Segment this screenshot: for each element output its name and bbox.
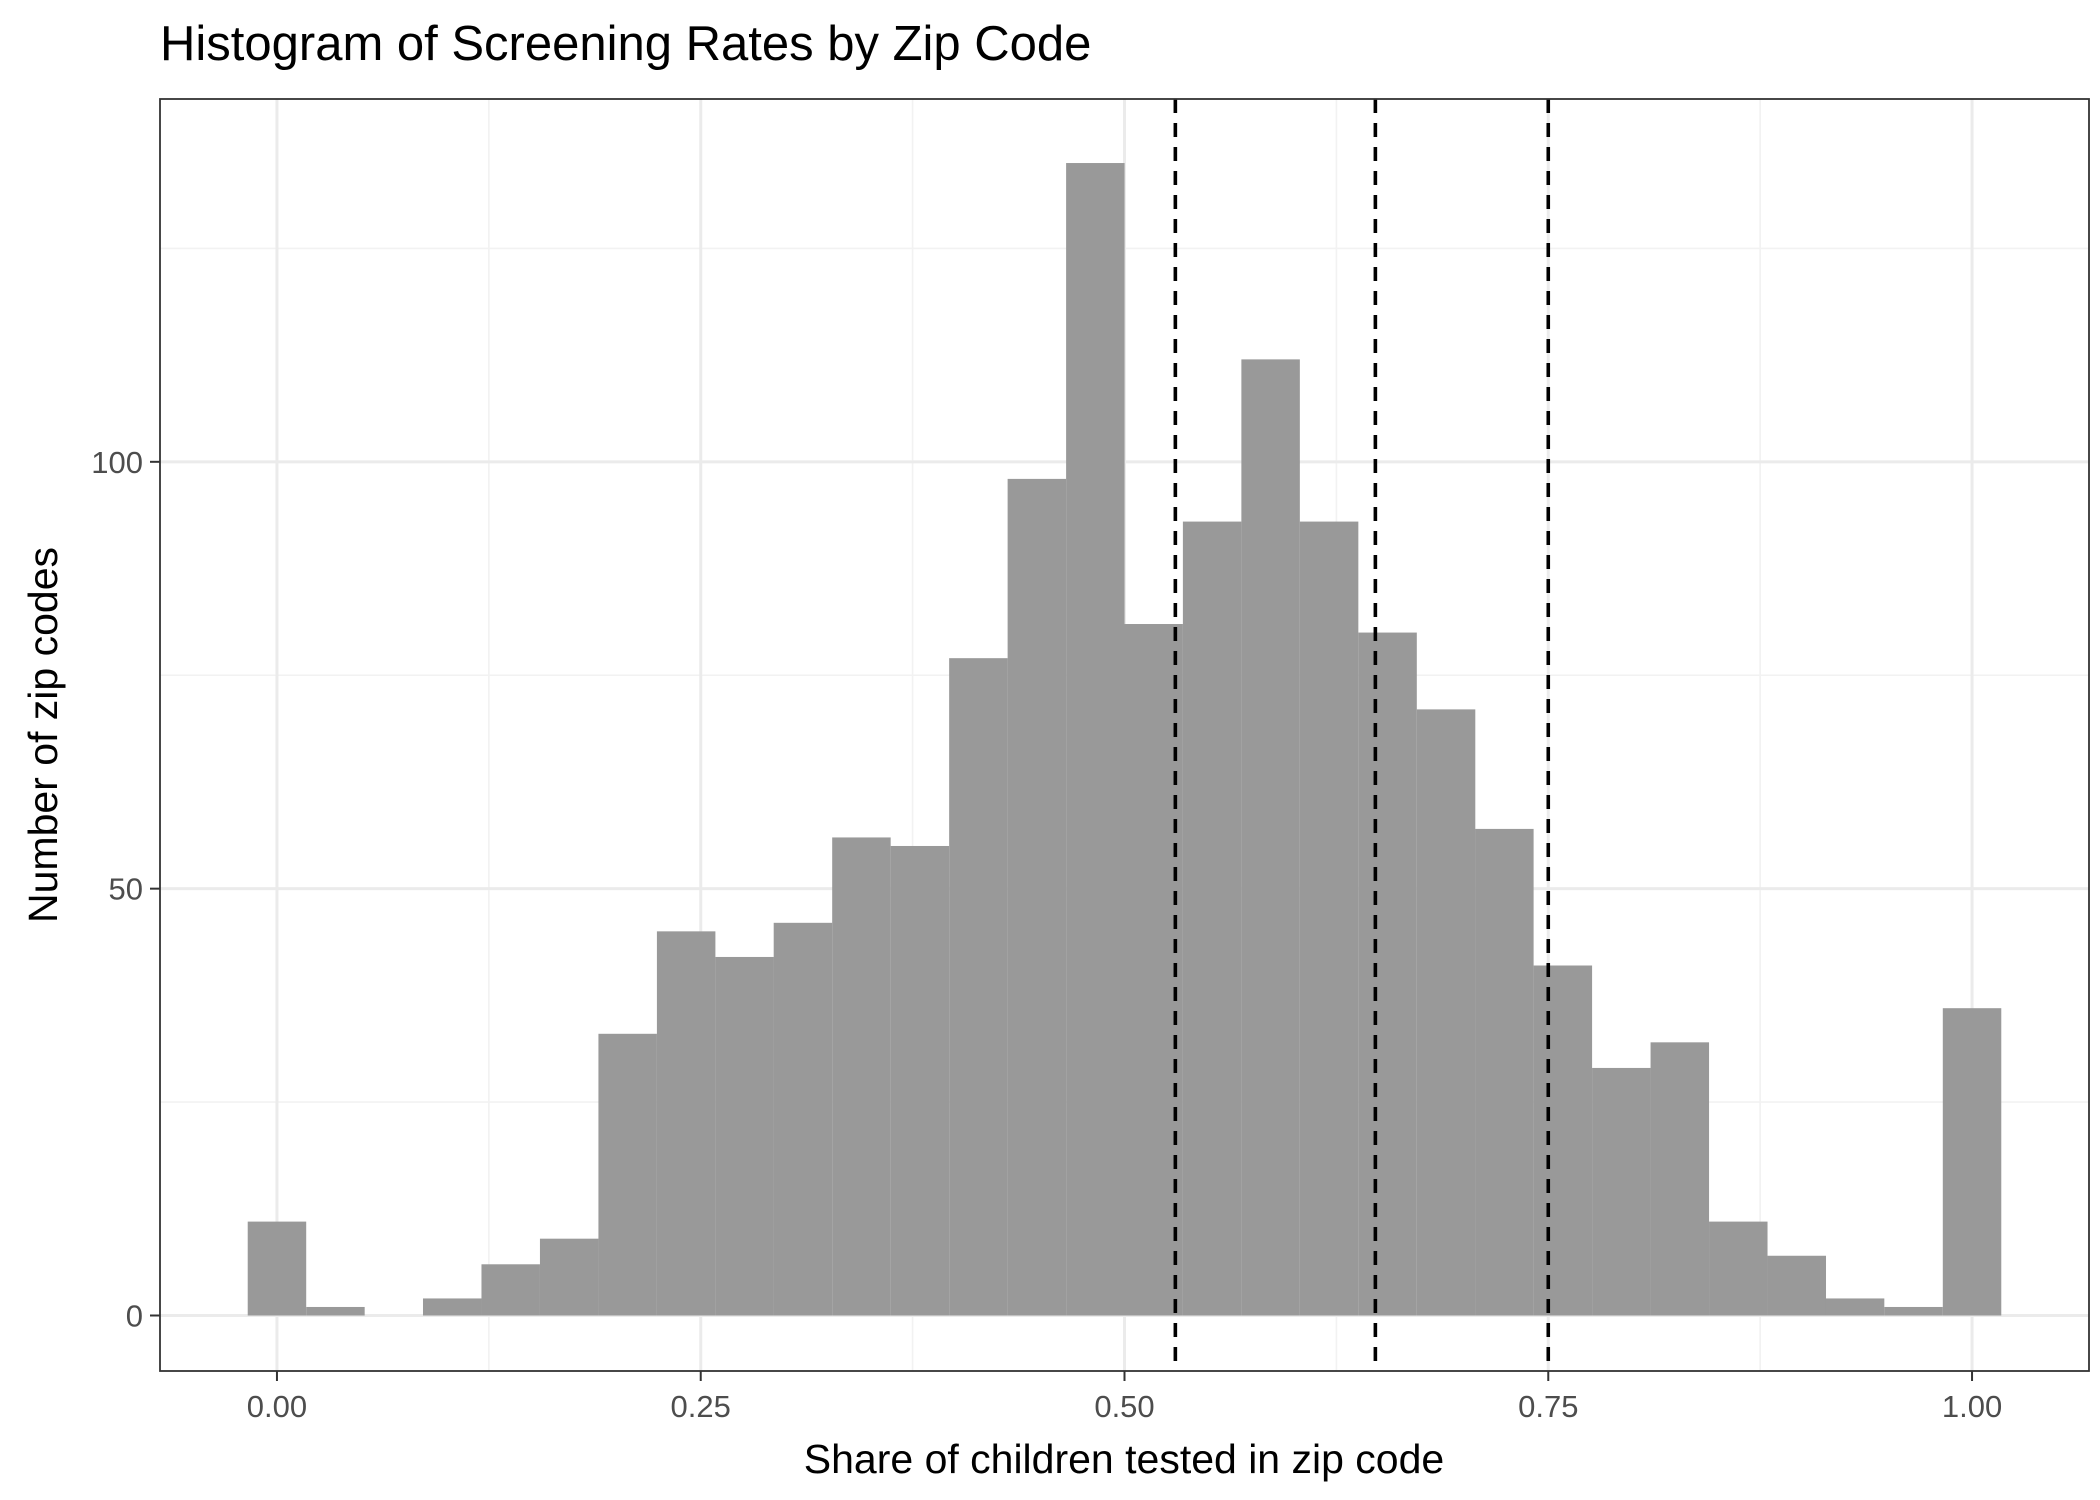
- histogram-bar: [1533, 965, 1593, 1316]
- histogram-bar: [1650, 1042, 1710, 1316]
- axes-layer: 0.00 0.25 0.50 0.75 1.00 0 50 100: [91, 445, 2002, 1424]
- histogram-bar: [1709, 1221, 1768, 1316]
- x-tick-label: 0.75: [1518, 1389, 1578, 1424]
- x-tick-label: 0.50: [1094, 1389, 1154, 1424]
- histogram-bar: [1182, 521, 1242, 1316]
- histogram-bar: [949, 658, 1008, 1316]
- x-axis-title: Share of children tested in zip code: [804, 1436, 1444, 1482]
- histogram-bar: [1592, 1067, 1651, 1316]
- histogram-bar: [1884, 1306, 1943, 1316]
- histogram-bar: [539, 1238, 599, 1316]
- y-tick-label: 100: [91, 445, 143, 480]
- histogram-bar: [1475, 828, 1534, 1316]
- chart-title: Histogram of Screening Rates by Zip Code: [160, 17, 1091, 71]
- y-tick-label: 0: [126, 1299, 143, 1334]
- histogram-bar: [1241, 359, 1300, 1316]
- histogram-bar: [481, 1264, 540, 1316]
- histogram-bar: [1066, 163, 1125, 1316]
- x-tick-label: 0.00: [247, 1389, 307, 1424]
- histogram-bar: [1767, 1255, 1827, 1316]
- histogram-bar: [1124, 624, 1183, 1316]
- x-tick-label: 1.00: [1942, 1389, 2002, 1424]
- histogram-bar: [247, 1221, 307, 1316]
- reference-lines-layer: [1173, 99, 1551, 1371]
- histogram-bar: [656, 931, 716, 1316]
- histogram-bar: [890, 845, 950, 1316]
- y-axis-title: Number of zip codes: [20, 547, 66, 923]
- histogram-bar: [306, 1306, 365, 1316]
- histogram-bar: [832, 837, 891, 1316]
- histogram-bar: [1358, 632, 1417, 1316]
- histogram-bar: [1416, 709, 1476, 1316]
- histogram-bar: [598, 1033, 657, 1316]
- histogram-bar: [1299, 521, 1359, 1316]
- histogram-bar: [422, 1298, 482, 1316]
- y-tick-label: 50: [109, 872, 143, 907]
- histogram-bar: [715, 956, 774, 1316]
- histogram-bar: [1825, 1298, 1885, 1316]
- x-tick-label: 0.25: [671, 1389, 731, 1424]
- histogram-bar: [1007, 478, 1067, 1316]
- histogram-bar: [1942, 1008, 2002, 1316]
- bars-layer: [247, 163, 2002, 1316]
- histogram-bar: [773, 922, 833, 1316]
